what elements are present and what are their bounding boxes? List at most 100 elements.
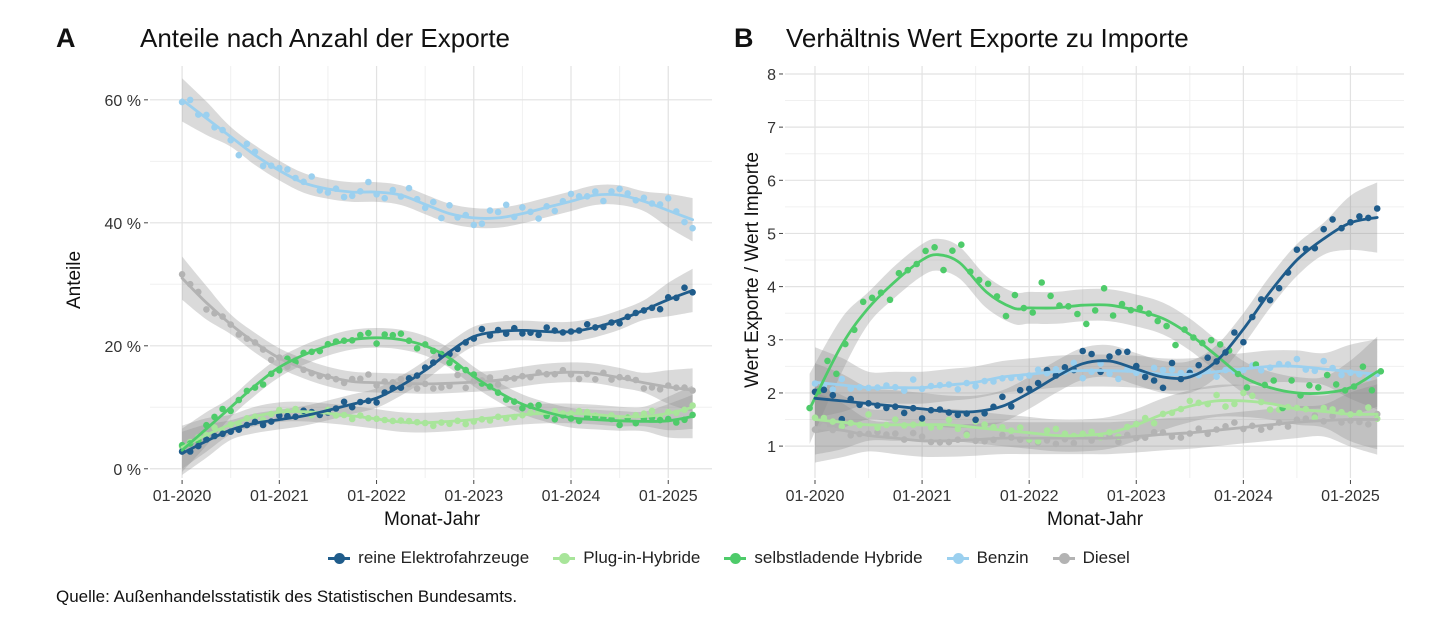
a-point: [592, 188, 599, 195]
a-point: [656, 386, 664, 393]
legend-item-diesel[interactable]: Diesel: [1051, 545, 1130, 571]
legend-key-point: [334, 553, 346, 564]
a-point: [454, 371, 461, 379]
a-confidence-band: [182, 385, 693, 469]
b-x-tick-label: 01-2021: [893, 488, 952, 505]
a-point: [648, 407, 656, 415]
a-point: [203, 306, 210, 313]
b-point: [1047, 292, 1054, 300]
a-point: [357, 375, 364, 383]
a-point: [389, 331, 397, 339]
b-point: [918, 433, 926, 441]
b-point: [1106, 353, 1113, 360]
b-point: [833, 370, 840, 378]
b-point: [1320, 404, 1327, 412]
a-point: [381, 194, 389, 202]
a-point: [397, 330, 405, 338]
b-point: [1257, 367, 1265, 374]
b-y-tick-label: 6: [767, 173, 776, 190]
a-confidence-band: [182, 78, 693, 242]
a-point: [664, 195, 672, 202]
a-trend-line: [180, 276, 694, 392]
b-point: [1231, 400, 1238, 408]
b-point: [922, 247, 929, 255]
b-point: [1320, 225, 1327, 233]
b-point: [1115, 348, 1122, 356]
a-point: [583, 321, 591, 328]
a-point: [365, 178, 372, 186]
a-plot-area: [150, 66, 712, 478]
b-point: [1061, 364, 1069, 371]
b-point: [1195, 361, 1202, 369]
a-point: [413, 345, 421, 352]
panel-a-title: Anteile nach Anzahl der Exporte: [140, 23, 510, 53]
b-point: [1216, 341, 1224, 348]
b-point: [1315, 384, 1322, 391]
b-point: [1329, 412, 1336, 420]
b-point: [1172, 341, 1179, 349]
a-point: [616, 185, 623, 193]
b-point: [1284, 423, 1292, 430]
legend-item-bev[interactable]: reine Elektrofahrzeuge: [326, 545, 529, 571]
a-point: [470, 221, 478, 229]
b-point: [1154, 317, 1161, 325]
a-point: [478, 325, 486, 333]
b-point: [1332, 381, 1340, 388]
a-confidence-band: [182, 268, 693, 475]
b-trend-line: [808, 253, 1379, 411]
b-point: [1204, 354, 1211, 362]
a-point: [324, 189, 332, 196]
a-point: [267, 356, 275, 364]
b-point: [1150, 377, 1158, 384]
b-x-tick-label: 01-2023: [1107, 488, 1166, 505]
a-point: [608, 376, 615, 383]
b-point: [1070, 359, 1078, 367]
b-y-tick-label: 3: [767, 333, 776, 350]
legend-item-benzin[interactable]: Benzin: [945, 545, 1029, 571]
b-point: [892, 430, 899, 437]
b-point: [820, 386, 828, 394]
a-point: [689, 224, 696, 232]
b-point: [900, 409, 908, 417]
a-point: [276, 412, 283, 419]
b-point: [954, 425, 962, 433]
figure: A Anteile nach Anzahl der Exporte Monat-…: [56, 23, 1404, 530]
a-point: [478, 220, 486, 227]
b-y-tick-label: 1: [767, 439, 776, 456]
legend-item-phev[interactable]: Plug-in-Hybride: [551, 545, 700, 571]
b-confidence-band: [815, 339, 1378, 418]
panel-b-title: Verhältnis Wert Exporte zu Importe: [786, 23, 1189, 53]
b-point: [1231, 329, 1238, 336]
a-point: [535, 401, 542, 409]
b-point: [1168, 366, 1176, 374]
a-point: [681, 284, 688, 292]
b-point: [972, 382, 979, 390]
b-point: [954, 386, 962, 393]
b-point: [1106, 370, 1113, 378]
legend-label: Plug-in-Hybride: [583, 548, 701, 567]
b-point: [1177, 434, 1185, 441]
b-point: [1266, 406, 1274, 413]
b-point: [1038, 279, 1045, 286]
b-y-tick-label: 2: [767, 386, 776, 403]
a-point: [543, 324, 550, 331]
b-point: [1213, 373, 1220, 381]
a-point: [405, 184, 413, 192]
legend-label: Diesel: [1082, 548, 1130, 567]
a-point: [446, 202, 453, 209]
legend-item-hev[interactable]: selbstladende Hybride: [722, 545, 923, 571]
b-point: [847, 432, 854, 439]
a-point: [656, 305, 664, 313]
a-point: [462, 384, 470, 392]
legend-key-point: [952, 553, 964, 564]
a-point: [178, 271, 186, 278]
b-point: [940, 266, 947, 274]
b-plot-area: [785, 66, 1404, 478]
a-point: [438, 384, 445, 391]
b-point: [1034, 379, 1042, 387]
b-point: [1091, 307, 1099, 314]
b-point: [1150, 419, 1158, 427]
b-trend-line: [813, 398, 1379, 438]
source-note: Quelle: Außenhandelsstatistik des Statis…: [56, 587, 518, 606]
b-point: [1266, 296, 1274, 304]
